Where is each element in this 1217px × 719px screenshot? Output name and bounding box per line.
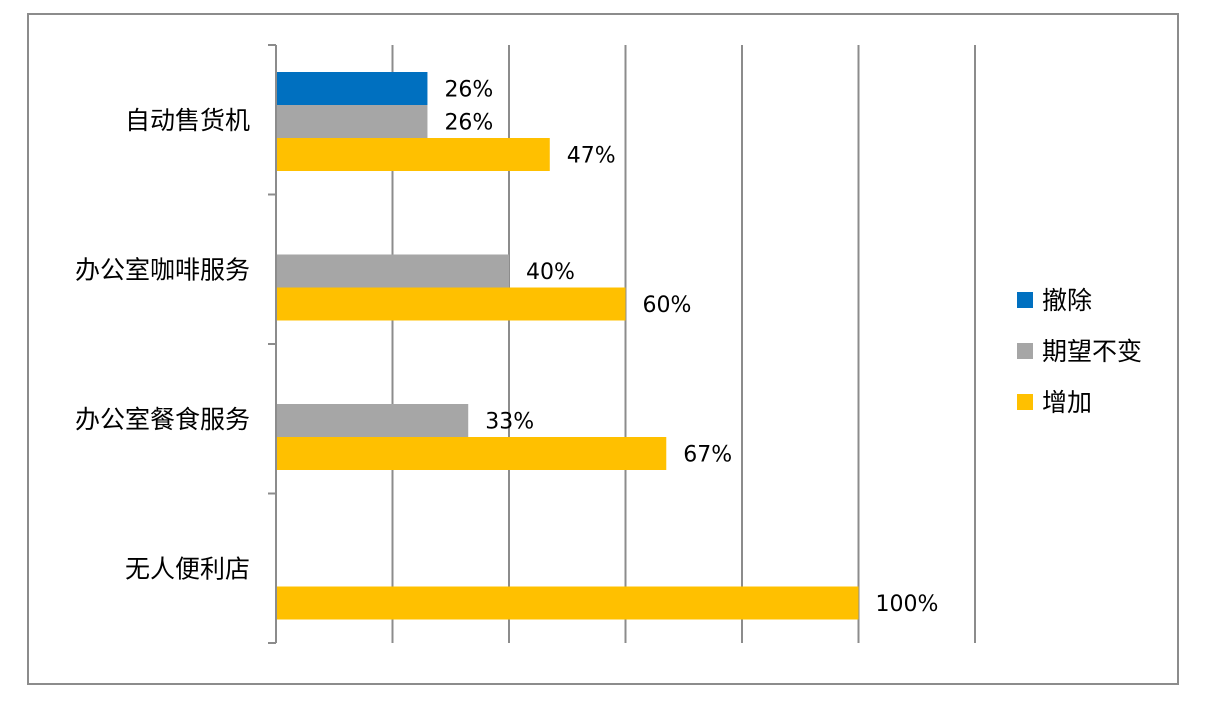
data-labels: 26% 26% 47% 40% 60% 33% 67% 100% [444, 78, 938, 618]
bar-3-2 [277, 586, 859, 620]
legend-label-0: 撤除 [1042, 286, 1092, 315]
data-label-2-2: 67% [683, 443, 732, 468]
category-axis [268, 44, 277, 644]
bar-0-1 [277, 105, 428, 138]
data-label-1-1: 40% [526, 260, 575, 285]
bar-2-2 [277, 437, 667, 470]
bar-0-0 [277, 72, 428, 105]
bar-2-1 [277, 404, 469, 437]
bar-1-1 [277, 254, 509, 288]
data-label-3-2: 100% [876, 592, 939, 617]
bars [277, 72, 859, 620]
legend-label-1: 期望不变 [1042, 337, 1142, 366]
bar-0-2 [277, 138, 550, 171]
data-label-2-1: 33% [485, 410, 534, 435]
data-label-0-0: 26% [444, 78, 493, 103]
category-label-2: 办公室餐食服务 [75, 405, 250, 434]
bar-1-2 [277, 287, 626, 321]
data-label-0-2: 47% [567, 144, 616, 169]
chart-frame [27, 13, 1179, 685]
data-label-1-2: 60% [643, 293, 692, 318]
data-label-0-1: 26% [444, 111, 493, 136]
legend-swatch-0 [1017, 292, 1033, 308]
legend-label-2: 增加 [1042, 388, 1092, 417]
category-label-1: 办公室咖啡服务 [75, 255, 250, 284]
category-label-3: 无人便利店 [125, 554, 250, 583]
category-label-0: 自动售货机 [125, 106, 250, 135]
legend-swatch-2 [1017, 394, 1033, 410]
legend-swatch-1 [1017, 343, 1033, 359]
